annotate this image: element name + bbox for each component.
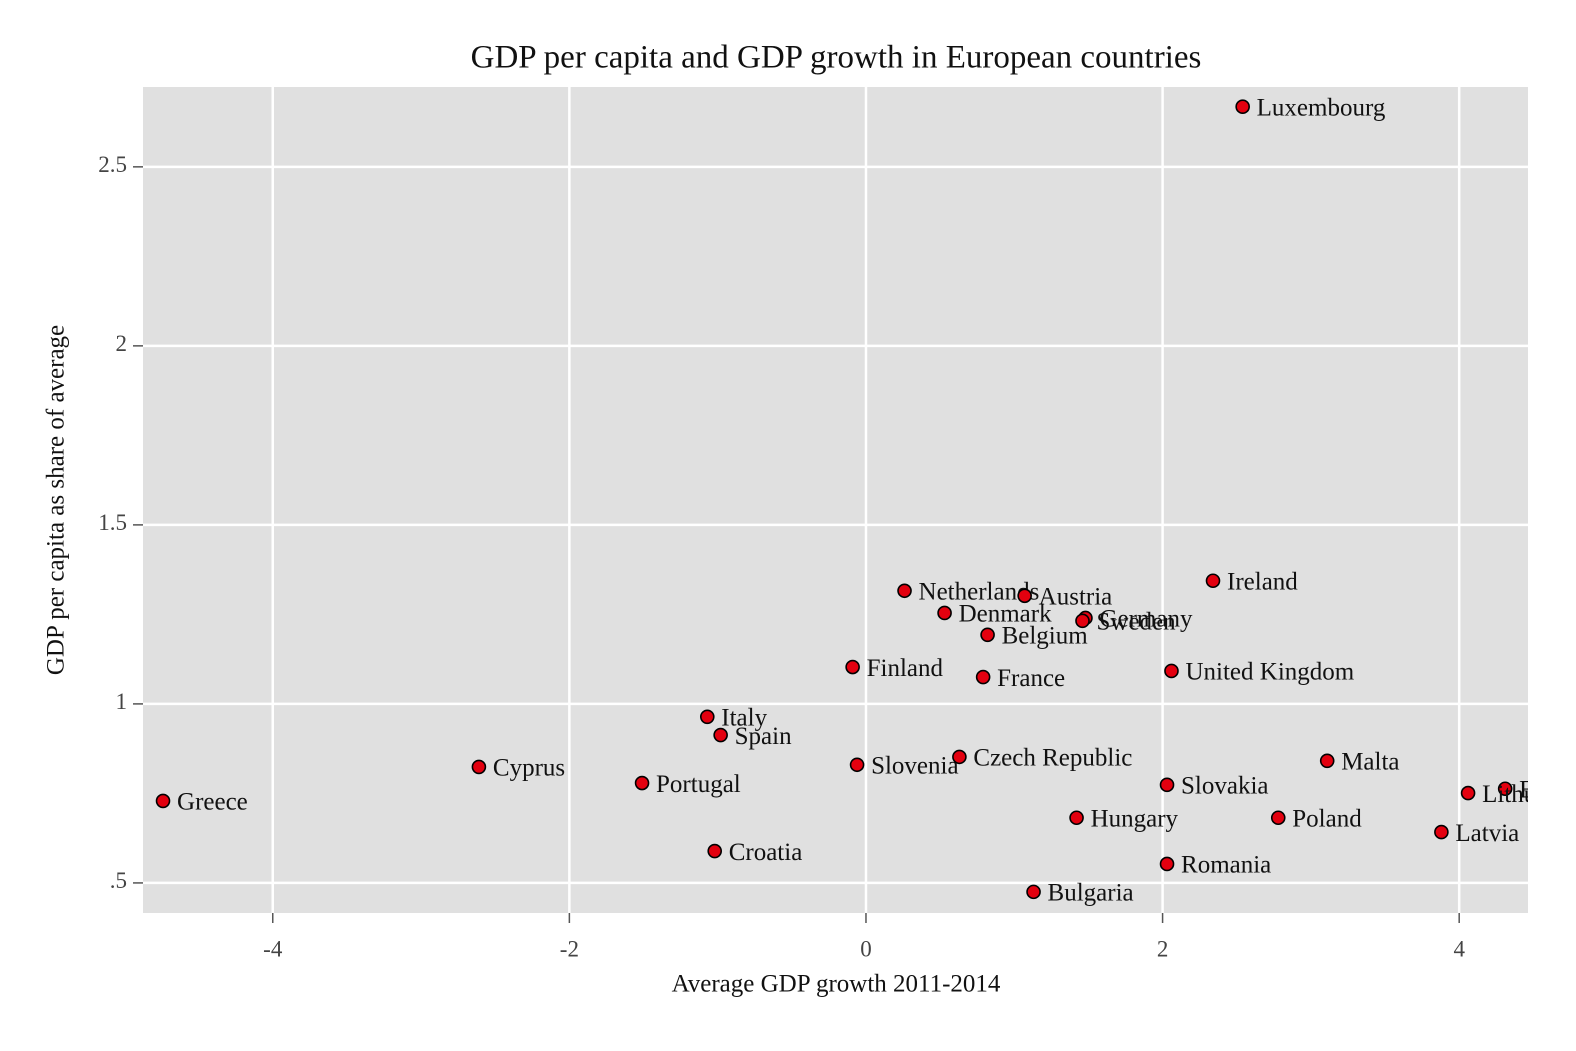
point bbox=[1497, 781, 1513, 797]
point-label: Ireland bbox=[1227, 568, 1298, 595]
point-label: Poland bbox=[1292, 805, 1362, 832]
point bbox=[897, 583, 912, 599]
point-label: Spain bbox=[735, 723, 792, 750]
point-label: Austria bbox=[1039, 584, 1113, 611]
point bbox=[1205, 573, 1221, 589]
point-label: Denmark bbox=[959, 601, 1053, 628]
point bbox=[1159, 856, 1175, 872]
point-label: Malta bbox=[1341, 749, 1399, 776]
point bbox=[937, 605, 952, 621]
point-label: Belgium bbox=[1002, 623, 1089, 650]
point bbox=[1075, 613, 1090, 629]
x-tick-label: 2 bbox=[1157, 936, 1169, 961]
point bbox=[849, 757, 865, 773]
point-label: Italy bbox=[721, 705, 767, 732]
point bbox=[634, 775, 650, 791]
point-label: Slovakia bbox=[1181, 773, 1269, 800]
point bbox=[1026, 884, 1041, 900]
point-label: Sweden bbox=[1096, 609, 1176, 636]
plot-background bbox=[143, 87, 1528, 913]
point bbox=[713, 727, 728, 743]
point bbox=[1270, 810, 1286, 826]
point-label: Romania bbox=[1181, 852, 1271, 879]
point-label: Germany bbox=[1099, 606, 1193, 633]
y-tick-label: 1 bbox=[116, 689, 128, 714]
point-label: Estonia bbox=[1519, 776, 1576, 803]
point-label: Cyprus bbox=[493, 755, 565, 782]
point bbox=[471, 759, 487, 775]
point bbox=[1159, 777, 1175, 793]
point bbox=[980, 627, 995, 643]
y-tick-label: 1.5 bbox=[98, 510, 127, 535]
point-label: Finland bbox=[867, 655, 944, 682]
point-label: Hungary bbox=[1091, 805, 1179, 832]
x-tick-label: 4 bbox=[1453, 936, 1465, 961]
point-label: Bulgaria bbox=[1048, 880, 1134, 907]
point-label: Czech Republic bbox=[973, 745, 1132, 772]
point bbox=[1069, 810, 1084, 826]
point-label: Slovenia bbox=[871, 753, 959, 780]
y-tick-label: .5 bbox=[110, 868, 127, 893]
y-axis-label: GDP per capita as share of average bbox=[43, 325, 70, 675]
point bbox=[845, 659, 860, 675]
point bbox=[975, 669, 991, 685]
point bbox=[1017, 588, 1032, 604]
point-label: Latvia bbox=[1455, 820, 1519, 847]
point bbox=[699, 709, 715, 725]
x-axis-label: Average GDP growth 2011-2014 bbox=[672, 971, 1001, 998]
point-label: Portugal bbox=[656, 771, 741, 798]
point bbox=[1460, 785, 1476, 801]
y-tick-label: 2.5 bbox=[98, 152, 127, 177]
point bbox=[952, 749, 967, 765]
x-tick-label: -2 bbox=[560, 936, 579, 961]
point-label: Luxembourg bbox=[1257, 94, 1386, 121]
point bbox=[1235, 99, 1250, 114]
point bbox=[155, 793, 171, 809]
point bbox=[1434, 824, 1449, 840]
chart-title: GDP per capita and GDP growth in Europea… bbox=[471, 40, 1202, 76]
point bbox=[1164, 663, 1179, 679]
point bbox=[1319, 753, 1335, 769]
point-label: France bbox=[997, 665, 1065, 692]
point-label: Greece bbox=[177, 789, 248, 816]
y-tick-label: 2 bbox=[116, 331, 128, 356]
point-label: United Kingdom bbox=[1185, 659, 1354, 686]
point-label: Croatia bbox=[729, 839, 803, 866]
point bbox=[707, 843, 723, 859]
x-tick-label: 0 bbox=[860, 936, 872, 961]
point-label: Lithuania bbox=[1482, 781, 1576, 808]
x-tick-label: -4 bbox=[263, 936, 283, 961]
